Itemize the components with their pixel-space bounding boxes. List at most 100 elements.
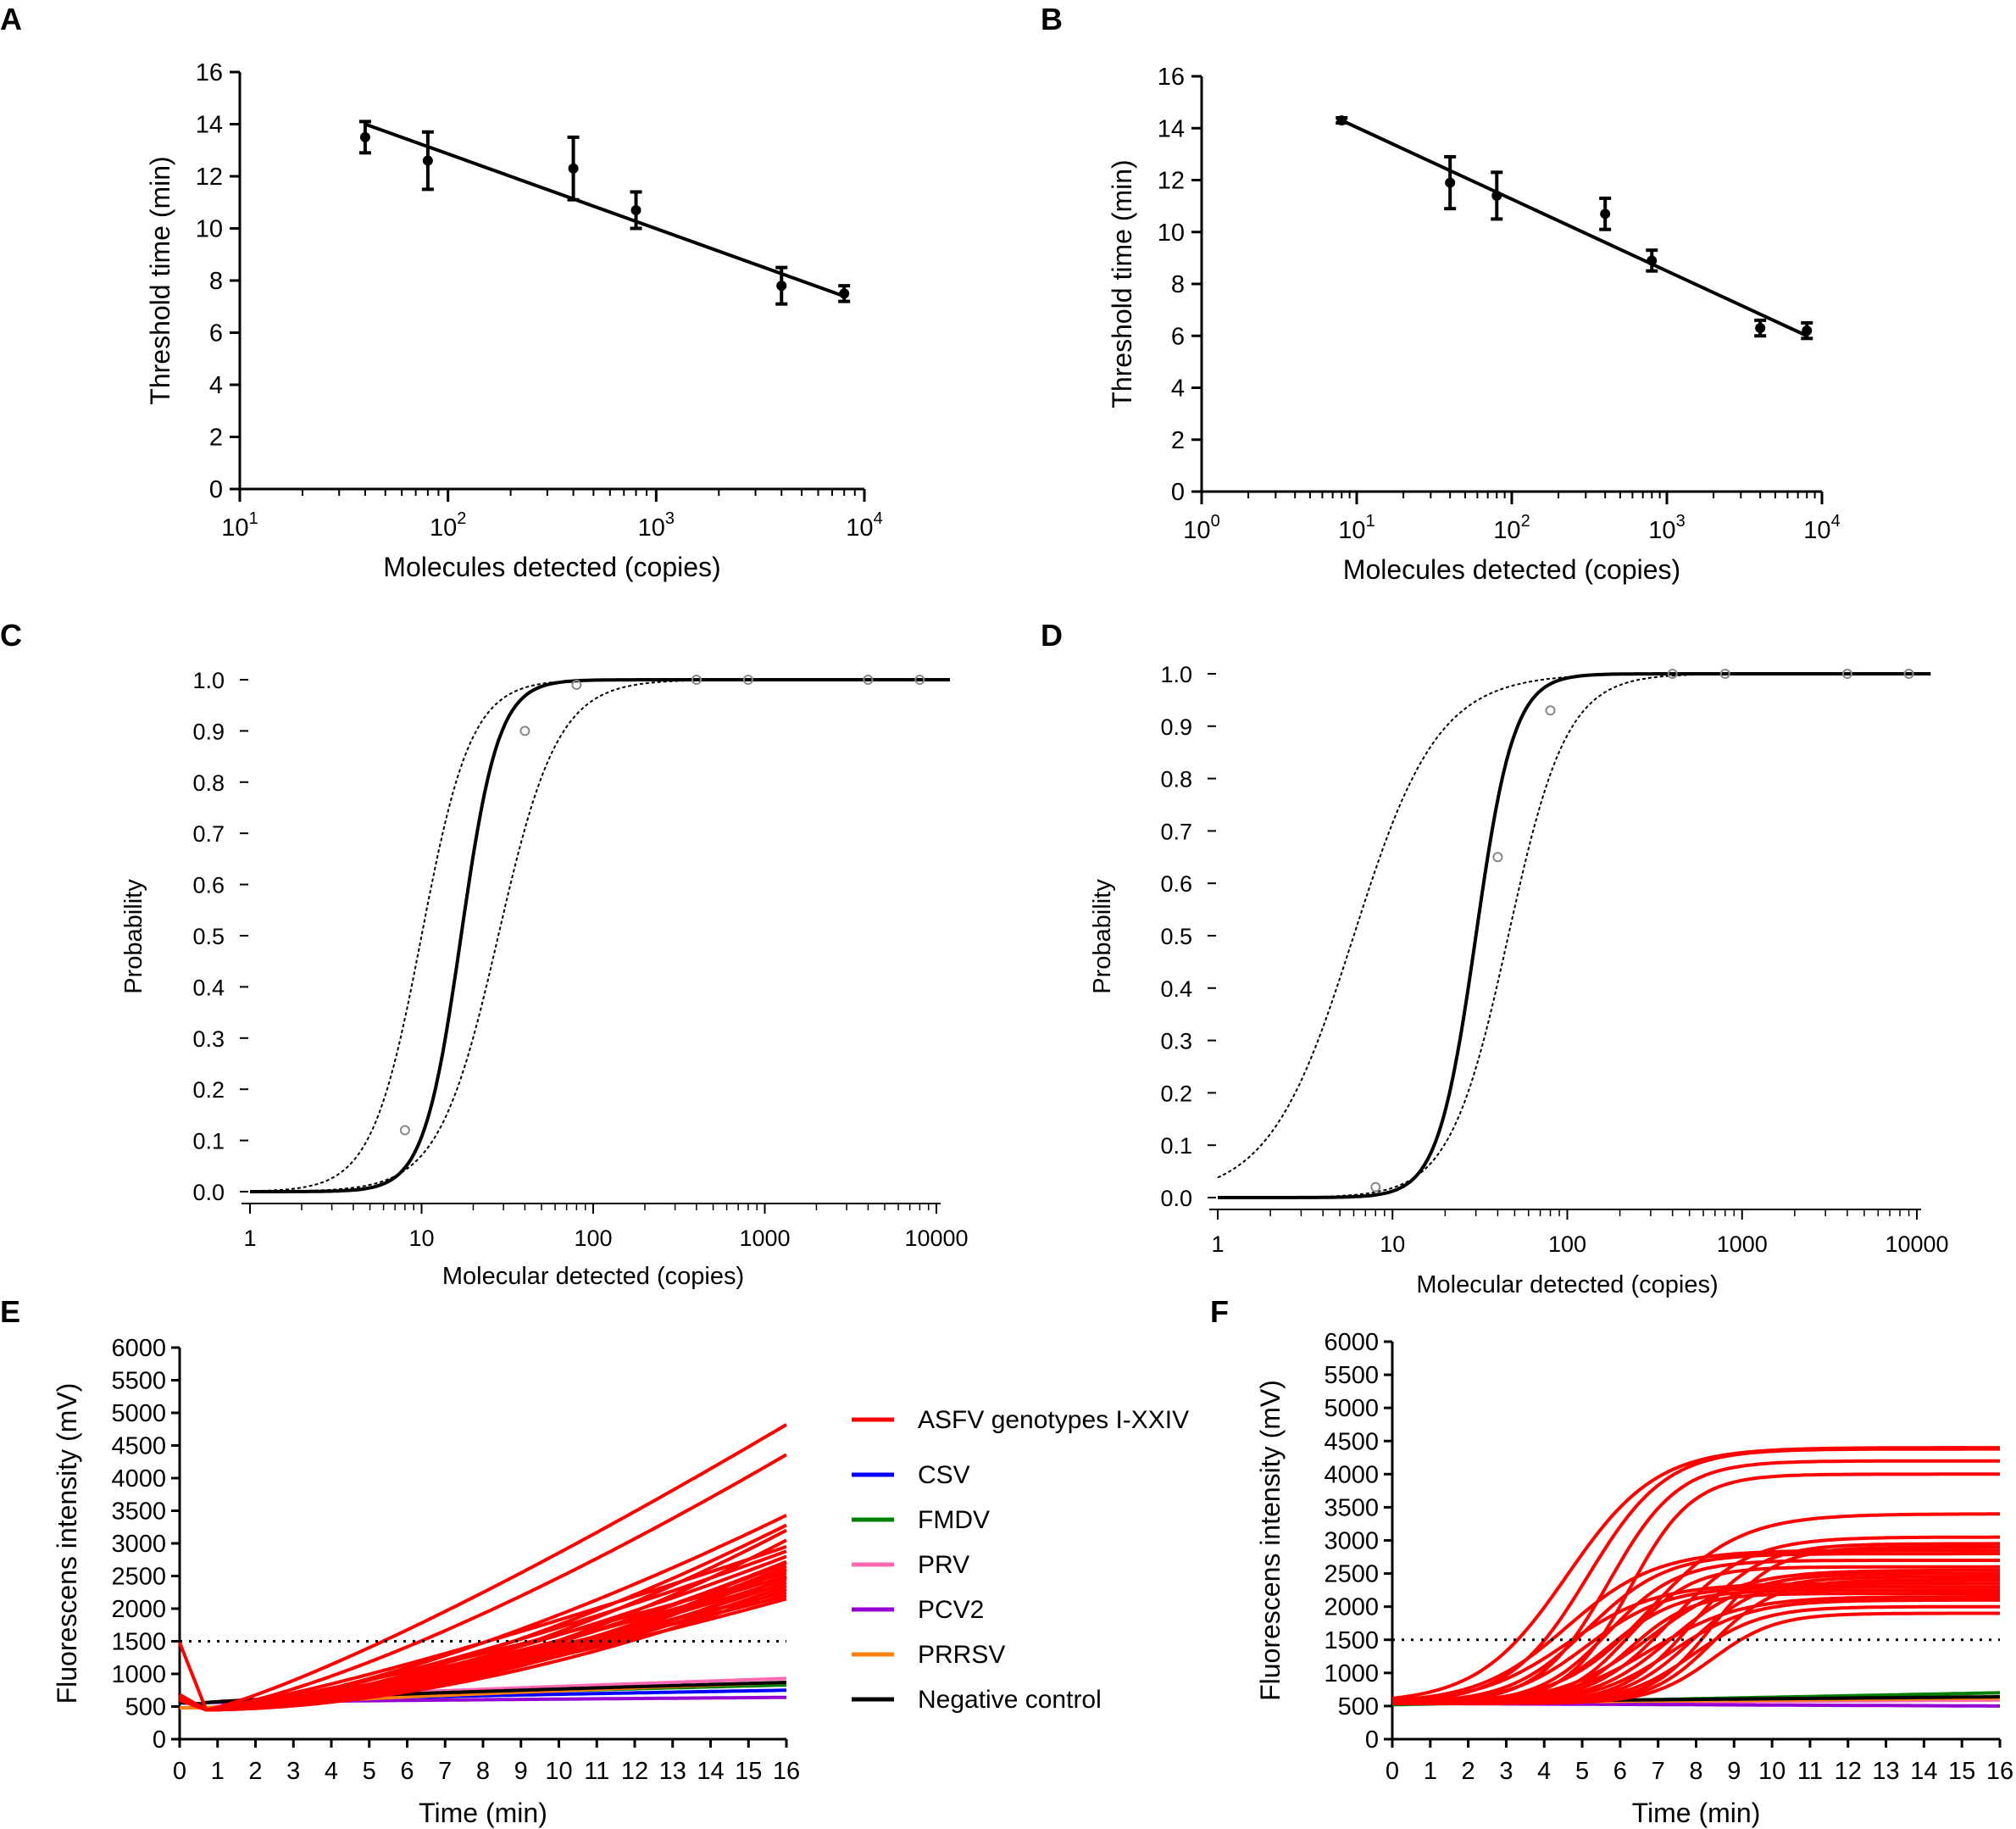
legend: ASFV genotypes I-XXIV CSV FMDV PRV PCV2 PRRSV… [852,1406,1189,1714]
x-tick-label: 10 [545,1758,572,1785]
x-tick-base: 10 [1493,517,1520,544]
trace-asfv [1391,1582,2000,1703]
x-tick-label: 1 [243,1226,256,1251]
x-tick-label: 15 [735,1758,762,1785]
x-tick-base: 10 [1803,517,1830,544]
y-tick-label: 0 [153,1726,166,1754]
panel-label-d: D [1041,618,1063,653]
x-tick-label: 9 [1727,1758,1741,1785]
y-tick-label: 14 [196,112,223,139]
x-tick-exponent: 0 [1211,512,1220,531]
x-tick-label: 8 [476,1758,490,1785]
y-tick-label: 1500 [1324,1627,1379,1654]
x-tick-label: 11 [1797,1758,1823,1785]
y-tick-label: 4 [209,372,223,399]
observed-point [863,675,874,685]
y-tick-label: 2000 [111,1596,166,1623]
y-tick-label: 6000 [1324,1329,1379,1356]
y-tick-label: 6000 [111,1335,166,1362]
x-tick-label: 13 [1872,1758,1899,1785]
x-tick-label: 6 [1613,1758,1627,1785]
y-tick-label: 0.7 [192,821,225,847]
y-tick-label: 5500 [1324,1362,1379,1389]
x-tick-base: 10 [430,514,457,542]
x-tick-base: 10 [1648,517,1675,544]
y-tick-label: 0.3 [192,1026,225,1052]
x-axis-label: Molecules detected (copies) [383,552,720,582]
probit-fit-curve [1218,672,1931,1199]
y-tick-label: 0.2 [192,1077,225,1103]
x-axis-label: Time (min) [419,1798,547,1828]
y-tick-label: 2500 [111,1564,166,1591]
panel-label-b: B [1041,2,1063,36]
y-tick-label: 0.8 [192,770,225,796]
x-tick-exponent: 4 [1831,512,1841,531]
x-tick-label: 14 [697,1758,724,1785]
y-axis-label: Probability [1089,879,1116,994]
legend-label: CSV [918,1461,970,1489]
trace-asfv [178,1423,788,1712]
x-tick-label: 101 [1338,512,1375,544]
x-tick-label: 10000 [904,1226,968,1251]
y-tick-label: 0 [209,476,223,503]
legend-label: FMDV [918,1506,990,1534]
x-tick-label: 3 [286,1758,300,1785]
observed-point [399,1125,410,1136]
x-tick-base: 10 [846,514,873,542]
x-tick-label: 8 [1689,1758,1702,1785]
observed-point [914,675,925,685]
x-tick-label: 104 [1803,512,1840,544]
y-tick-label: 0.3 [1160,1029,1192,1054]
y-tick-label: 10 [1158,220,1185,247]
trace-asfv [1392,1595,2000,1705]
y-tick-label: 0.2 [1160,1081,1192,1106]
x-tick-base: 10 [221,514,248,542]
x-tick-label: 2 [248,1758,262,1785]
observed-point [742,675,753,685]
y-tick-label: 2000 [1324,1594,1379,1621]
y-tick-label: 1.0 [1160,662,1192,687]
data-point [630,204,641,215]
panel-f: F 0 500 1000 1500 2000 2500 3000 3500 4000 4500 500… [1210,1294,2013,1828]
y-tick-label: 0 [1171,479,1185,506]
y-tick-label: 0 [1365,1726,1379,1754]
legend-label: PCV2 [918,1596,984,1624]
panel-label-c: C [0,618,22,653]
y-tick-label: 3500 [1324,1494,1379,1521]
x-tick-label: 13 [659,1758,686,1785]
y-tick-label: 500 [125,1694,166,1721]
ci-lower-curve [249,679,950,1192]
panel-label-e: E [0,1294,20,1329]
y-tick-label: 1000 [111,1661,166,1688]
y-tick-label: 0.0 [192,1180,225,1205]
data-point [1336,115,1347,126]
trace-asfv [179,1453,788,1712]
x-tick-label: 1 [1424,1758,1437,1785]
legend-label: ASFV genotypes I-XXIV [918,1406,1189,1434]
y-tick-label: 1000 [1324,1660,1379,1687]
data-point [1755,323,1766,334]
x-axis-label: Time (min) [1632,1798,1761,1828]
x-tick-label: 11 [584,1758,609,1785]
x-tick-label: 0 [1386,1758,1399,1785]
panel-e: E 0 500 1000 1500 2000 2500 3000 3500 4000 4500 500… [0,1294,800,1828]
observed-point [691,675,702,685]
data-point [359,131,370,142]
x-tick-label: 100 [574,1226,612,1251]
x-tick-label: 102 [430,509,466,542]
data-point [1600,208,1611,220]
x-tick-label: 12 [1835,1758,1862,1785]
x-tick-label: 10 [1758,1758,1786,1785]
panel-c: C 0.0 0.1 0.2 0.3 0.4 0.5 0.6 0.7 0.8 0.9 1.0 1 10 100… [0,618,969,1290]
regression-line [1341,119,1808,338]
y-axis-label: Probability [120,879,147,994]
x-tick-label: 1000 [1717,1231,1768,1257]
observed-point [1370,1181,1381,1192]
y-tick-label: 0.5 [1160,924,1192,949]
x-tick-label: 6 [400,1758,414,1785]
y-tick-label: 3000 [1324,1528,1379,1555]
x-tick-label: 14 [1910,1758,1937,1785]
data-point [1802,325,1813,336]
